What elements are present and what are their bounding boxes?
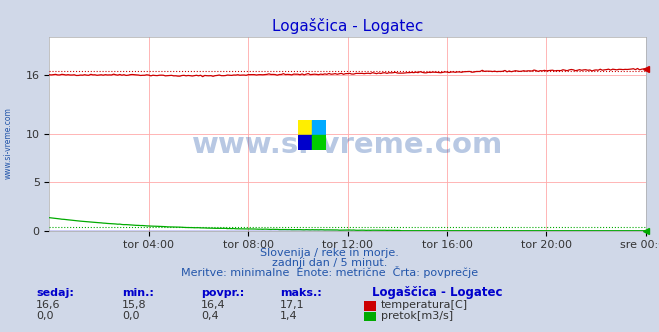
Text: 16,4: 16,4 [201,300,225,310]
Text: www.si-vreme.com: www.si-vreme.com [3,107,13,179]
Text: min.:: min.: [122,288,154,298]
Text: pretok[m3/s]: pretok[m3/s] [381,311,453,321]
Text: 15,8: 15,8 [122,300,146,310]
Title: Logaščica - Logatec: Logaščica - Logatec [272,18,423,34]
Text: www.si-vreme.com: www.si-vreme.com [192,131,503,159]
Text: sedaj:: sedaj: [36,288,74,298]
Text: maks.:: maks.: [280,288,322,298]
Text: zadnji dan / 5 minut.: zadnji dan / 5 minut. [272,258,387,268]
Text: 17,1: 17,1 [280,300,304,310]
Text: 0,0: 0,0 [122,311,140,321]
Bar [298,135,312,150]
Text: 16,6: 16,6 [36,300,61,310]
Text: temperatura[C]: temperatura[C] [381,300,468,310]
Text: Meritve: minimalne  Enote: metrične  Črta: povprečje: Meritve: minimalne Enote: metrične Črta:… [181,266,478,278]
Bar [298,120,312,135]
Bar [312,135,326,150]
Text: 0,4: 0,4 [201,311,219,321]
Text: Slovenija / reke in morje.: Slovenija / reke in morje. [260,248,399,258]
Text: Logaščica - Logatec: Logaščica - Logatec [372,286,503,299]
Bar [312,120,326,135]
Text: povpr.:: povpr.: [201,288,244,298]
Text: 1,4: 1,4 [280,311,298,321]
Text: 0,0: 0,0 [36,311,54,321]
